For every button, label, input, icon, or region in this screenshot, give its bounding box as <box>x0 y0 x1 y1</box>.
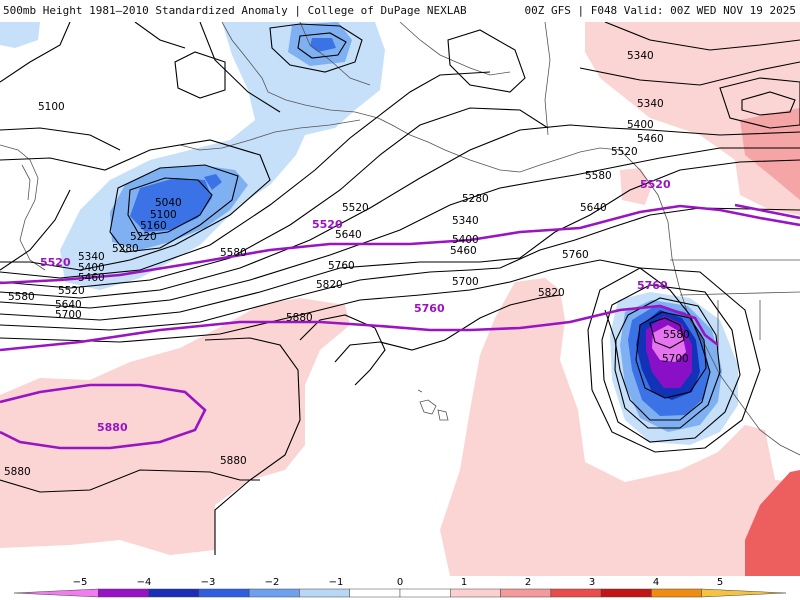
colorbar-swatch <box>198 588 250 598</box>
product-title: 500mb Height 1981–2010 Standardized Anom… <box>3 4 467 17</box>
colorbar-swatch <box>399 588 451 598</box>
contour-label: 5280 <box>462 193 489 205</box>
colorbar-swatch <box>651 588 702 598</box>
contour-label: 5340 <box>627 50 654 62</box>
colorbar-swatch <box>349 588 401 598</box>
contour-label: 5520 <box>58 285 85 297</box>
contour-label: 5880 <box>220 455 247 467</box>
contour-label: 5040 <box>155 197 182 209</box>
contour-label: 5400 <box>627 119 654 131</box>
positive-anomaly-shading <box>0 22 800 576</box>
contour-label: 5700 <box>55 309 82 321</box>
contour-label: 5220 <box>130 231 157 243</box>
contour-label: 5580 <box>220 247 247 259</box>
contour-label: 5880 <box>286 312 313 324</box>
contour-label: 5580 <box>8 291 35 303</box>
contour-label: 5160 <box>140 220 167 232</box>
colorbar-swatch <box>248 588 300 598</box>
anomaly-colorbar: −5 −4 −3 −2 −1 0 1 2 3 4 5 <box>0 576 800 600</box>
contour-label: 5700 <box>662 353 689 365</box>
contour-label: 5400 <box>452 234 479 246</box>
climatology-contours <box>0 203 800 450</box>
climatology-label: 5760 <box>637 279 668 292</box>
colorbar-swatch <box>600 588 652 598</box>
contour-label: 5580 <box>663 329 690 341</box>
climatology-label: 5520 <box>40 256 71 269</box>
tick-label: −3 <box>201 577 216 588</box>
colorbar-swatch <box>13 588 99 598</box>
contour-label: 5340 <box>637 98 664 110</box>
colorbar-swatches <box>13 588 787 598</box>
negative-anomaly-shading <box>0 22 738 445</box>
climatology-labels: 5520 5520 5520 5760 5760 5880 <box>40 178 671 434</box>
map-header: 500mb Height 1981–2010 Standardized Anom… <box>0 0 800 22</box>
model-run-valid-time: 00Z GFS | F048 Valid: 00Z WED NOV 19 202… <box>524 4 796 17</box>
colorbar-swatch <box>148 588 200 598</box>
climatology-label: 5520 <box>312 218 343 231</box>
contour-label: 5820 <box>538 287 565 299</box>
climatology-label: 5760 <box>414 302 445 315</box>
contour-label: 5640 <box>335 229 362 241</box>
colorbar-swatch <box>701 588 787 598</box>
tick-label: −1 <box>329 577 344 588</box>
tick-label: 1 <box>461 577 467 588</box>
tick-label: 2 <box>525 577 531 588</box>
tick-label: −5 <box>73 577 88 588</box>
contour-label: 5580 <box>585 170 612 182</box>
contour-label: 5100 <box>150 209 177 221</box>
colorbar-ticks: −5 −4 −3 −2 −1 0 1 2 3 4 5 <box>73 577 724 588</box>
contour-label: 5280 <box>112 243 139 255</box>
tick-label: 3 <box>589 577 595 588</box>
tick-label: 0 <box>397 577 403 588</box>
height-contours <box>0 22 800 555</box>
contour-label: 5460 <box>78 272 105 284</box>
contour-label: 5340 <box>78 251 105 263</box>
anomaly-map: 5100 5040 5100 5160 5220 5280 5340 5400 … <box>0 22 800 576</box>
tick-label: −2 <box>265 577 280 588</box>
colorbar-swatch <box>500 588 552 598</box>
contour-label: 5100 <box>38 101 65 113</box>
contour-label: 5520 <box>611 146 638 158</box>
contour-label: 5460 <box>637 133 664 145</box>
colorbar-swatch <box>98 588 149 598</box>
contour-label: 5880 <box>4 466 31 478</box>
contour-label: 5520 <box>342 202 369 214</box>
tick-label: 5 <box>717 577 723 588</box>
contour-label: 5460 <box>450 245 477 257</box>
colorbar-swatch <box>450 588 501 598</box>
contour-label: 5400 <box>78 262 105 274</box>
climatology-label: 5880 <box>97 421 128 434</box>
tick-label: 4 <box>653 577 659 588</box>
contour-label: 5340 <box>452 215 479 227</box>
height-labels: 5100 5040 5100 5160 5220 5280 5340 5400 … <box>4 50 690 478</box>
tick-label: −4 <box>137 577 152 588</box>
contour-label: 5640 <box>580 202 607 214</box>
contour-label: 5760 <box>328 260 355 272</box>
contour-label: 5700 <box>452 276 479 288</box>
contour-label: 5820 <box>316 279 343 291</box>
colorbar-swatch <box>550 588 602 598</box>
contour-label: 5640 <box>55 299 82 311</box>
contour-label: 5760 <box>562 249 589 261</box>
colorbar-swatch <box>299 588 350 598</box>
climatology-label: 5520 <box>640 178 671 191</box>
